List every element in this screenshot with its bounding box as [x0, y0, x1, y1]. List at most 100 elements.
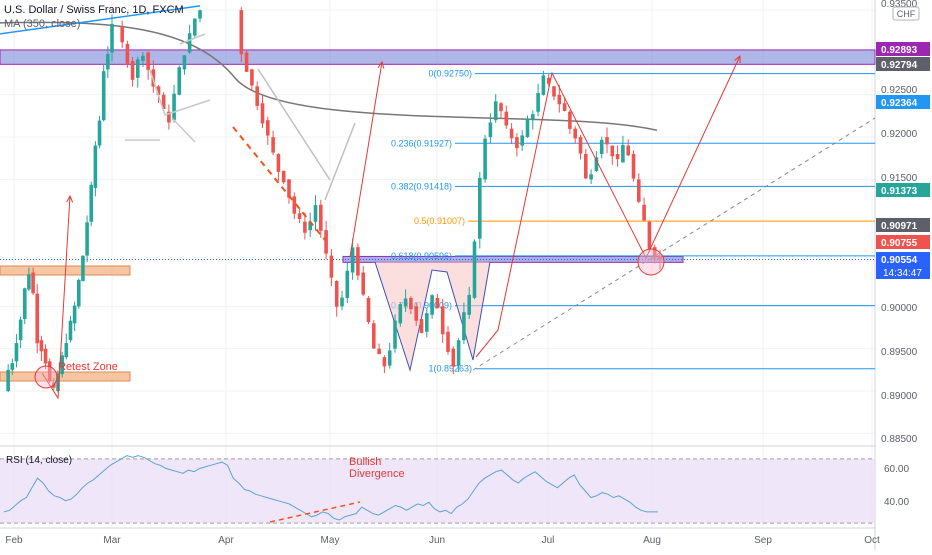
- candle-body: [130, 60, 135, 80]
- candle-body: [472, 241, 477, 298]
- candle-body: [546, 77, 551, 84]
- symbol-title[interactable]: U.S. Dollar / Swiss Franc, 1D, FXCM: [4, 4, 184, 16]
- arrow-feb-head: [66, 194, 74, 203]
- candle-body: [313, 205, 318, 222]
- price-label-2: 0.92364: [881, 98, 918, 109]
- candle-body: [39, 340, 44, 352]
- price-axis[interactable]: 0.93500 0.92500 0.92000 0.91500 0.90000 0.895…: [876, 0, 932, 550]
- candle-body: [610, 145, 615, 157]
- price-label-3: 0.91373: [881, 186, 918, 197]
- pattern-outline: [374, 261, 491, 372]
- price-tick-5: 0.89500: [881, 347, 918, 358]
- candle-body: [72, 305, 77, 324]
- fib-label-6: 1(0.89263): [428, 364, 472, 374]
- candle-body: [161, 94, 166, 110]
- candle-body: [440, 306, 445, 335]
- candle-body: [637, 179, 641, 202]
- price-label-4: 0.90971: [881, 221, 918, 232]
- ma-350-line: [0, 21, 658, 132]
- candle-body: [22, 288, 27, 320]
- candle-body: [642, 204, 646, 221]
- price-tick-3: 0.91500: [881, 173, 918, 184]
- candle-body: [488, 122, 493, 138]
- candle-body: [430, 295, 434, 315]
- rsi-tick-1: 40.00: [884, 497, 909, 508]
- candle-body: [31, 272, 35, 294]
- candle-body: [27, 274, 31, 290]
- price-label-bg-0: [876, 42, 930, 56]
- candle-body: [615, 154, 620, 160]
- candle-body: [515, 137, 519, 149]
- candle-body: [499, 103, 503, 112]
- price-label-5: 0.90755: [881, 238, 918, 249]
- candle-body: [56, 373, 60, 391]
- candle-body: [626, 145, 630, 156]
- candle-body: [631, 154, 636, 179]
- candle-body: [377, 348, 381, 355]
- ma-legend[interactable]: MA (350, close): [4, 18, 81, 30]
- candle-body: [308, 221, 312, 231]
- ma-blue-line: [0, 5, 201, 35]
- fibonacci-retracement[interactable]: 0(0.92750) 0.236(0.91927) 0.382(0.91418) 0.…: [391, 69, 875, 374]
- candle-body: [456, 340, 461, 366]
- currency-badge[interactable]: [892, 6, 920, 21]
- candle-body: [584, 154, 588, 179]
- fib-label-4: 0.618(0.90596): [391, 251, 452, 261]
- time-tick-oct: Oct: [864, 535, 880, 546]
- candle-body: [303, 221, 307, 233]
- arrow-jun-aug: [475, 55, 741, 358]
- candle-body: [110, 23, 114, 53]
- candle-body: [141, 55, 145, 61]
- bullish-label-2: Divergence: [349, 468, 405, 480]
- candle-body: [536, 93, 540, 112]
- target-circle: [637, 248, 665, 276]
- candle-body: [647, 221, 652, 249]
- rsi-divergence-line: [269, 501, 361, 523]
- candle-body: [366, 297, 371, 323]
- candle-body: [652, 247, 657, 259]
- candle-body: [552, 86, 556, 97]
- candle-body: [297, 213, 302, 219]
- grey-flag-lines: [125, 33, 211, 143]
- time-tick-apr: Apr: [218, 535, 234, 546]
- candle-body: [89, 184, 94, 222]
- candle-body: [329, 255, 334, 278]
- time-tick-jul: Jul: [542, 535, 555, 546]
- candle-body: [435, 297, 440, 309]
- candle-body: [6, 369, 10, 391]
- candle-body: [319, 204, 323, 231]
- candle-body: [605, 137, 609, 145]
- candle-body: [568, 111, 572, 129]
- price-label-6: 0.90554: [881, 255, 918, 266]
- candle-body: [531, 114, 535, 121]
- candle-body: [387, 350, 392, 366]
- candle-body: [621, 145, 625, 163]
- price-tick-6: 0.89000: [881, 391, 918, 402]
- arrow-may-head: [377, 60, 385, 69]
- dashed-trend-apr: [232, 126, 326, 241]
- candle-body: [414, 306, 418, 321]
- candle-body: [541, 75, 546, 95]
- candle-body: [187, 33, 192, 53]
- candle-body: [419, 319, 424, 333]
- candle-body: [573, 128, 577, 139]
- candle-body: [403, 298, 408, 307]
- candle-body: [562, 103, 567, 111]
- time-axis[interactable]: Feb Mar Apr May Jun Jul Aug Sep Oct: [5, 535, 880, 546]
- candle-body: [409, 297, 413, 310]
- candle-body: [557, 94, 562, 105]
- rsi-band: [0, 458, 875, 524]
- drawings[interactable]: Retest Zone: [34, 33, 876, 400]
- candle-body: [35, 293, 40, 344]
- candle-body: [372, 323, 376, 349]
- rsi-line: [3, 455, 658, 521]
- price-tick-0: 0.93500: [881, 0, 918, 10]
- time-tick-aug: Aug: [643, 535, 661, 546]
- bullish-label-1: Bullish: [349, 456, 381, 468]
- candle-body: [340, 297, 344, 307]
- price-tick-4: 0.90000: [881, 303, 918, 314]
- price-tick-7: 0.88500: [881, 434, 918, 445]
- time-tick-may: May: [321, 535, 340, 546]
